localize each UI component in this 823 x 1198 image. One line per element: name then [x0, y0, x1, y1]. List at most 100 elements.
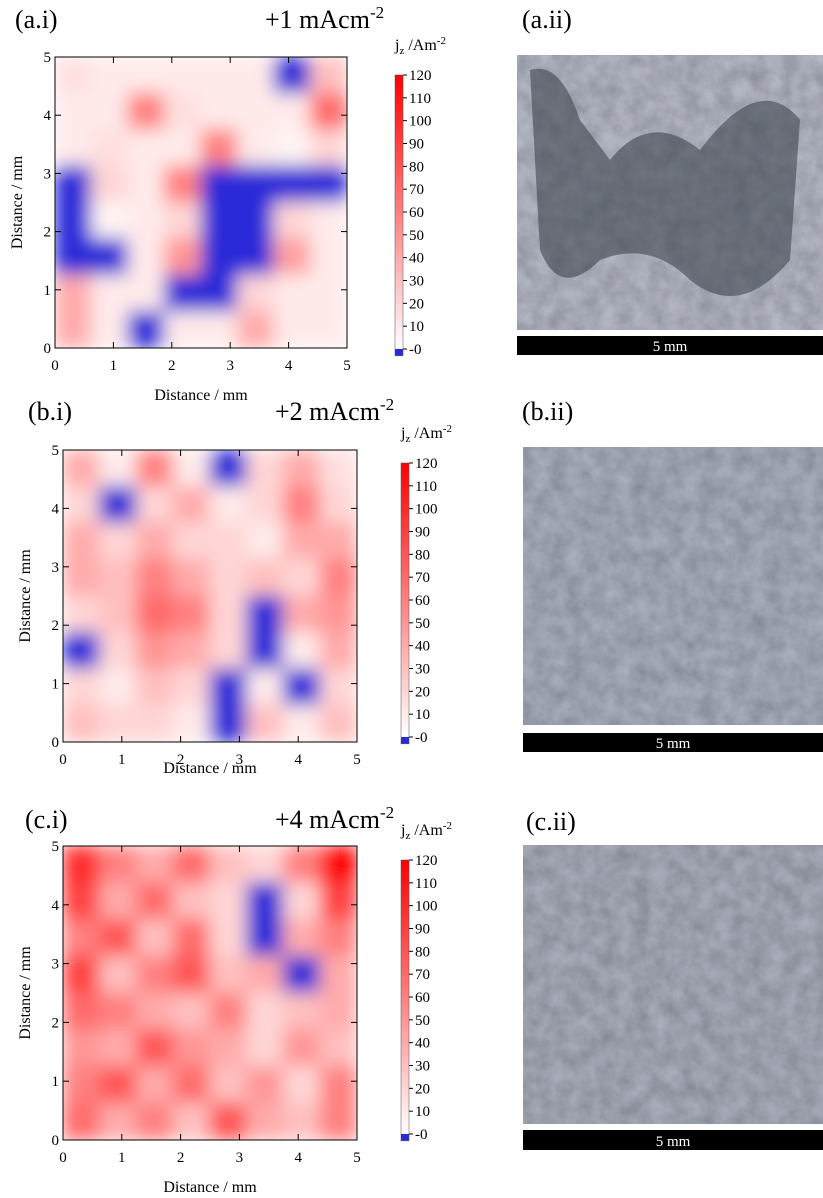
- page: {"chart_data": [ {"type": "heatmap", "pa…: [0, 0, 823, 1198]
- colorbar-tick-label: 80: [409, 159, 424, 175]
- colorbar-tick-label: -0: [415, 1127, 428, 1143]
- heatmap-cell: [283, 1029, 321, 1067]
- y-axis-label: Distance / mm: [17, 946, 34, 1040]
- heatmap-cell: [173, 882, 211, 920]
- heatmap-cell: [136, 705, 174, 743]
- heatmap-cell: [164, 93, 202, 130]
- heatmap-cell: [210, 596, 248, 634]
- heatmap-cell: [310, 202, 348, 239]
- heatmap-cell: [210, 486, 248, 524]
- heatmap-cell: [63, 486, 101, 524]
- scale-label: 5 mm: [653, 339, 688, 355]
- heatmap-cell: [136, 882, 174, 920]
- heatmap-cell: [91, 275, 129, 312]
- heatmap-cell: [63, 669, 101, 707]
- x-tick-label: 2: [177, 1150, 185, 1166]
- chart-title: +1 mAcm-2: [265, 3, 384, 34]
- heatmap: [55, 57, 348, 349]
- heatmap-cell: [237, 166, 275, 203]
- y-tick-label: 4: [44, 108, 52, 124]
- heatmap-cell: [246, 1103, 284, 1141]
- heatmap-cell: [201, 238, 239, 275]
- heatmap-cell: [99, 882, 137, 920]
- colorbar-tick-label: 70: [415, 967, 430, 983]
- heatmap-cell: [320, 846, 358, 884]
- heatmap-cell: [128, 275, 166, 312]
- heatmap-cell: [136, 559, 174, 597]
- heatmap-cell: [274, 311, 312, 348]
- heatmap-cell: [320, 669, 358, 707]
- heatmap-cell: [99, 632, 137, 670]
- colorbar-tick-label: -0: [409, 342, 422, 358]
- heatmap-cell: [246, 669, 284, 707]
- heatmap-cell: [201, 93, 239, 130]
- x-axis-label: Distance / mm: [163, 760, 257, 777]
- heatmap-cell: [210, 632, 248, 670]
- heatmap-cell: [91, 57, 129, 94]
- title-superscript: -2: [380, 395, 394, 414]
- heatmap-cell: [91, 238, 129, 275]
- heatmap-cell: [310, 129, 348, 166]
- colorbar-tick-label: 110: [415, 479, 437, 495]
- heatmap-cell: [173, 450, 211, 488]
- heatmap-cell: [136, 523, 174, 561]
- heatmap-cell: [164, 57, 202, 94]
- heatmap-cell: [310, 238, 348, 275]
- heatmap-cell: [310, 166, 348, 203]
- y-tick-label: 0: [52, 735, 60, 751]
- heatmap-cell: [63, 919, 101, 957]
- x-axis-label: Distance / mm: [154, 387, 248, 404]
- heatmap-cell: [136, 596, 174, 634]
- heatmap-cell: [136, 632, 174, 670]
- colorbar-tick-label: 60: [415, 990, 430, 1006]
- heatmap-cell: [173, 559, 211, 597]
- colorbar-label-sup: -2: [443, 423, 452, 435]
- colorbar-tick-label: 80: [415, 944, 430, 960]
- heatmap-cell: [164, 166, 202, 203]
- heatmap: [63, 450, 358, 743]
- colorbar-tick-label: 50: [415, 1013, 430, 1029]
- heatmap-cell: [99, 846, 137, 884]
- photo-a: [517, 55, 823, 355]
- heatmap-cell: [136, 486, 174, 524]
- heatmap-cell: [246, 559, 284, 597]
- heatmap-cell: [246, 1029, 284, 1067]
- heatmap-cell: [210, 523, 248, 561]
- heatmap-cell: [210, 919, 248, 957]
- colorbar-tick-label: 20: [409, 296, 424, 312]
- heatmap-cell: [99, 486, 137, 524]
- colorbar-tick-label: 110: [409, 91, 431, 107]
- heatmap-cell: [246, 882, 284, 920]
- heatmap-cell: [274, 275, 312, 312]
- heatmap-cell: [173, 632, 211, 670]
- colorbar-tick-label: 100: [409, 114, 432, 130]
- x-tick-label: 1: [118, 1150, 126, 1166]
- colorbar-tick-label: 70: [415, 570, 430, 586]
- heatmap-cell: [201, 57, 239, 94]
- title-superscript: -2: [380, 803, 394, 822]
- x-tick-label: 5: [353, 752, 361, 768]
- heatmap-cell: [283, 956, 321, 994]
- colorbar-tick-label: 60: [409, 205, 424, 221]
- colorbar-tick-label: 10: [409, 319, 424, 335]
- heatmap-cell: [136, 669, 174, 707]
- heatmap-cell: [237, 311, 275, 348]
- colorbar-tick-label: 40: [415, 1036, 430, 1052]
- colorbar-tick-label: 90: [415, 922, 430, 938]
- y-tick-label: 1: [44, 283, 52, 299]
- heatmap-cell: [173, 1066, 211, 1104]
- x-axis-label: Distance / mm: [163, 1179, 257, 1196]
- y-tick-label: 3: [44, 166, 52, 182]
- heatmap-cell: [164, 275, 202, 312]
- colorbar-tick-label: 120: [415, 456, 438, 472]
- heatmap-cell: [320, 486, 358, 524]
- heatmap-cell: [99, 669, 137, 707]
- heatmap-cell: [274, 238, 312, 275]
- heatmap-cell: [136, 1103, 174, 1141]
- heatmap-cell: [55, 311, 93, 348]
- heatmap-cell: [63, 1029, 101, 1067]
- heatmap-cell: [246, 705, 284, 743]
- heatmap-cell: [136, 450, 174, 488]
- photo-texture: [523, 845, 823, 1124]
- heatmap-cell: [283, 993, 321, 1031]
